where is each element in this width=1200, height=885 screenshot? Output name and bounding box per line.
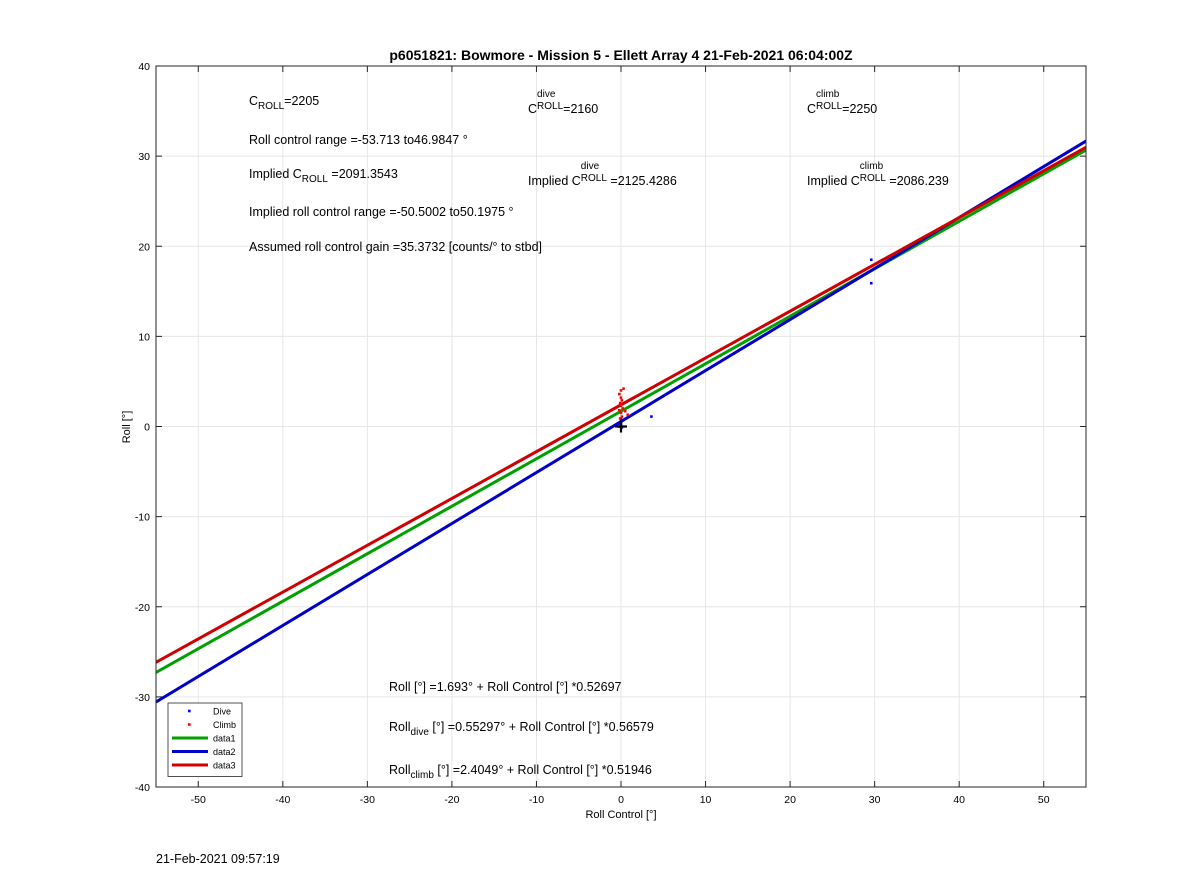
- y-tick-label: -20: [135, 602, 150, 614]
- data-point-climb: [618, 401, 622, 405]
- data-point-dive: [617, 422, 620, 426]
- x-tick-label: -50: [191, 794, 206, 806]
- y-tick-label: 0: [144, 422, 150, 434]
- chart-title: p6051821: Bowmore - Mission 5 - Ellett A…: [389, 47, 853, 63]
- y-tick-label: -30: [135, 692, 150, 704]
- c-roll-annotation: CROLL=2205: [249, 94, 320, 112]
- fit-equation-all: Roll [°] =1.693° + Roll Control [°] *0.5…: [389, 680, 622, 694]
- fit-equation-dive: Rolldive [°] =0.55297° + Roll Control [°…: [389, 720, 654, 738]
- y-tick-label: 10: [138, 331, 150, 343]
- data-point-dive: [869, 258, 873, 262]
- x-tick-label: -30: [360, 794, 375, 806]
- legend-marker: [188, 723, 191, 726]
- legend-label: data3: [213, 761, 236, 771]
- fit-equation-climb: Rollclimb [°] =2.4049° + Roll Control [°…: [389, 763, 652, 781]
- implied-c-roll: Implied CROLL =2091.3543: [249, 167, 398, 185]
- data-point-climb: [619, 396, 623, 399]
- legend-label: Climb: [213, 720, 236, 730]
- legend-marker: [188, 709, 191, 713]
- assumed-roll-control-gain: Assumed roll control gain =35.3732 [coun…: [249, 240, 543, 254]
- legend-label: data1: [213, 734, 236, 744]
- data-points: [615, 258, 873, 433]
- x-tick-label: -40: [275, 794, 290, 806]
- data-point-climb: [619, 404, 623, 408]
- tick-labels: -50 -40 -30 -20 -10 0 10 20 30 40 50 -40 -30 -20 -10 0 1…: [135, 61, 1050, 806]
- legend-label: Dive: [213, 707, 231, 717]
- x-tick-label: 50: [1038, 794, 1050, 806]
- legend: Dive Climb data1 data2 data3: [167, 702, 243, 777]
- axes-box: [155, 65, 1087, 788]
- data-point-climb: [618, 392, 621, 396]
- data-point-climb: [620, 415, 624, 418]
- x-axis-label: Roll Control [°]: [585, 809, 656, 821]
- x-tick-label: -20: [444, 794, 459, 806]
- y-tick-label: -40: [135, 782, 150, 794]
- data-point-climb: [618, 408, 621, 412]
- x-tick-label: 10: [700, 794, 712, 806]
- data-point-climb: [621, 407, 624, 410]
- y-axis-label: Roll [°]: [121, 411, 133, 444]
- roll-control-range: Roll control range =-53.713 to46.9847 °: [249, 133, 468, 147]
- fit-line-data1: [156, 148, 1086, 674]
- legend-label: data2: [213, 747, 236, 757]
- data-point-climb: [619, 411, 623, 415]
- data-point-climb: [626, 413, 630, 417]
- data-point-climb: [623, 409, 627, 413]
- x-tick-label: 30: [869, 794, 881, 806]
- axes: [155, 65, 1087, 788]
- timestamp: 21-Feb-2021 09:57:19: [156, 852, 280, 866]
- x-tick-label: -10: [529, 794, 544, 806]
- x-tick-label: 0: [618, 794, 624, 806]
- y-tick-label: 20: [138, 241, 150, 253]
- y-tick-label: 40: [138, 61, 150, 73]
- implied-roll-control-range: Implied roll control range =-50.5002 to5…: [249, 205, 514, 219]
- data-point-climb: [618, 417, 622, 420]
- data-point-climb: [622, 387, 625, 390]
- y-tick-label: 30: [138, 151, 150, 163]
- y-tick-label: -10: [135, 512, 150, 524]
- x-tick-label: 20: [784, 794, 796, 806]
- data-point-dive: [650, 415, 653, 418]
- data-point-climb: [619, 389, 623, 392]
- x-tick-label: 40: [953, 794, 965, 806]
- data-point-climb: [620, 399, 624, 402]
- data-point-dive: [869, 281, 873, 285]
